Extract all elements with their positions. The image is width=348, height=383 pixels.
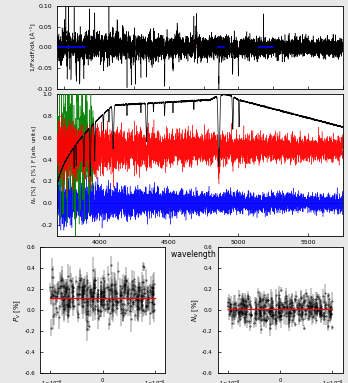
Y-axis label: $P_v$ [%]: $P_v$ [%] <box>13 299 23 322</box>
Y-axis label: $N_v$ [%]: $N_v$ [%] <box>190 298 201 322</box>
Y-axis label: $N_v$ [%]  $P_v$ [%]  F [arb. units]: $N_v$ [%] $P_v$ [%] F [arb. units] <box>30 126 39 204</box>
X-axis label: wavelength [Å]: wavelength [Å] <box>171 248 229 259</box>
Y-axis label: 1/FxdF/dλ [Å⁻¹]: 1/FxdF/dλ [Å⁻¹] <box>30 23 35 71</box>
